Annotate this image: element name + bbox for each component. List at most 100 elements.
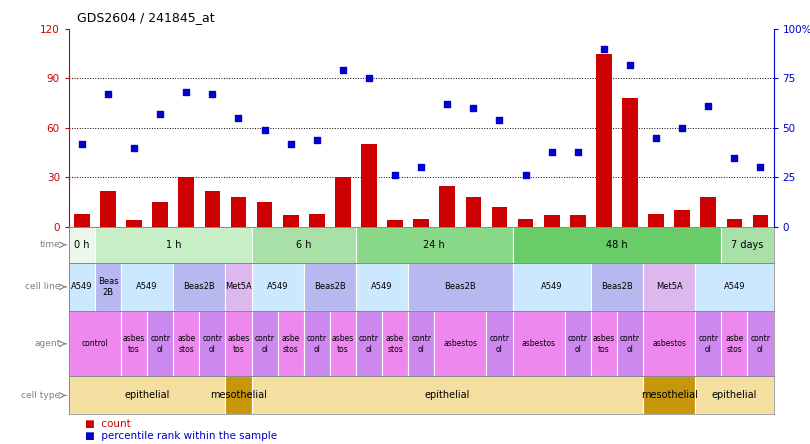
Point bbox=[754, 164, 767, 171]
Text: 1 h: 1 h bbox=[165, 240, 181, 250]
Point bbox=[441, 100, 454, 107]
Bar bbox=[147, 311, 173, 377]
Bar bbox=[643, 263, 695, 311]
Bar bbox=[225, 263, 252, 311]
Point bbox=[232, 115, 245, 122]
Text: Beas
2B: Beas 2B bbox=[98, 277, 118, 297]
Text: asbes
tos: asbes tos bbox=[332, 334, 354, 353]
Text: A549: A549 bbox=[136, 282, 158, 291]
Text: A549: A549 bbox=[371, 282, 393, 291]
Text: 6 h: 6 h bbox=[296, 240, 312, 250]
Text: asbe
stos: asbe stos bbox=[282, 334, 300, 353]
Point bbox=[206, 91, 219, 98]
Bar bbox=[440, 186, 455, 227]
Bar bbox=[748, 311, 774, 377]
Bar bbox=[727, 218, 742, 227]
Point bbox=[128, 144, 141, 151]
Bar bbox=[466, 197, 481, 227]
Text: epithelial: epithelial bbox=[424, 390, 470, 400]
Text: A549: A549 bbox=[71, 282, 92, 291]
Bar bbox=[231, 197, 246, 227]
Bar bbox=[309, 214, 325, 227]
Bar bbox=[95, 263, 121, 311]
Point bbox=[180, 89, 193, 96]
Text: contr
ol: contr ol bbox=[307, 334, 326, 353]
Point bbox=[336, 67, 349, 74]
Bar bbox=[335, 178, 351, 227]
Bar bbox=[596, 54, 612, 227]
Bar bbox=[722, 227, 774, 263]
Point bbox=[154, 111, 167, 118]
Text: contr
ol: contr ol bbox=[698, 334, 718, 353]
Point bbox=[624, 61, 637, 68]
Bar bbox=[513, 311, 565, 377]
Text: asbestos: asbestos bbox=[522, 339, 556, 348]
Bar bbox=[330, 311, 356, 377]
Text: 7 days: 7 days bbox=[731, 240, 764, 250]
Point bbox=[101, 91, 114, 98]
Point bbox=[258, 126, 271, 133]
Bar bbox=[178, 178, 194, 227]
Bar bbox=[69, 263, 95, 311]
Bar bbox=[544, 215, 560, 227]
Bar bbox=[518, 218, 534, 227]
Point bbox=[284, 140, 297, 147]
Bar bbox=[590, 311, 617, 377]
Text: Beas2B: Beas2B bbox=[184, 282, 215, 291]
Point bbox=[650, 134, 663, 141]
Bar bbox=[434, 311, 487, 377]
Bar bbox=[752, 215, 769, 227]
Text: asbestos: asbestos bbox=[652, 339, 686, 348]
Bar bbox=[252, 311, 278, 377]
Text: asbestos: asbestos bbox=[443, 339, 477, 348]
Bar bbox=[722, 311, 748, 377]
Point bbox=[389, 172, 402, 179]
Text: contr
ol: contr ol bbox=[359, 334, 379, 353]
Text: A549: A549 bbox=[267, 282, 288, 291]
Bar bbox=[701, 197, 716, 227]
Bar bbox=[513, 227, 722, 263]
Bar bbox=[252, 227, 356, 263]
Bar bbox=[695, 311, 722, 377]
Bar bbox=[257, 202, 272, 227]
Point bbox=[519, 172, 532, 179]
Bar bbox=[121, 263, 173, 311]
Text: ■  percentile rank within the sample: ■ percentile rank within the sample bbox=[85, 431, 277, 441]
Text: control: control bbox=[82, 339, 109, 348]
Text: mesothelial: mesothelial bbox=[210, 390, 267, 400]
Bar bbox=[121, 311, 147, 377]
Point bbox=[467, 104, 480, 111]
Bar bbox=[590, 263, 643, 311]
Bar bbox=[387, 220, 403, 227]
Bar bbox=[382, 311, 408, 377]
Text: Beas2B: Beas2B bbox=[601, 282, 633, 291]
Text: ■  count: ■ count bbox=[85, 419, 130, 429]
Text: contr
ol: contr ol bbox=[254, 334, 275, 353]
Bar bbox=[413, 218, 429, 227]
Bar bbox=[570, 215, 586, 227]
Text: time: time bbox=[40, 240, 61, 249]
Bar bbox=[304, 311, 330, 377]
Text: contr
ol: contr ol bbox=[620, 334, 640, 353]
Text: asbe
stos: asbe stos bbox=[386, 334, 404, 353]
Bar bbox=[695, 263, 774, 311]
Point bbox=[75, 140, 88, 147]
Bar bbox=[199, 311, 225, 377]
Bar bbox=[252, 263, 304, 311]
Point bbox=[571, 148, 584, 155]
Bar bbox=[513, 263, 590, 311]
Bar bbox=[643, 377, 695, 414]
Text: 48 h: 48 h bbox=[606, 240, 628, 250]
Point bbox=[415, 164, 428, 171]
Point bbox=[310, 136, 323, 143]
Point bbox=[676, 124, 688, 131]
Bar bbox=[565, 311, 590, 377]
Bar bbox=[617, 311, 643, 377]
Bar bbox=[95, 227, 252, 263]
Bar bbox=[648, 214, 664, 227]
Text: agent: agent bbox=[34, 339, 61, 348]
Point bbox=[545, 148, 558, 155]
Bar bbox=[69, 311, 121, 377]
Text: contr
ol: contr ol bbox=[150, 334, 170, 353]
Bar bbox=[622, 98, 637, 227]
